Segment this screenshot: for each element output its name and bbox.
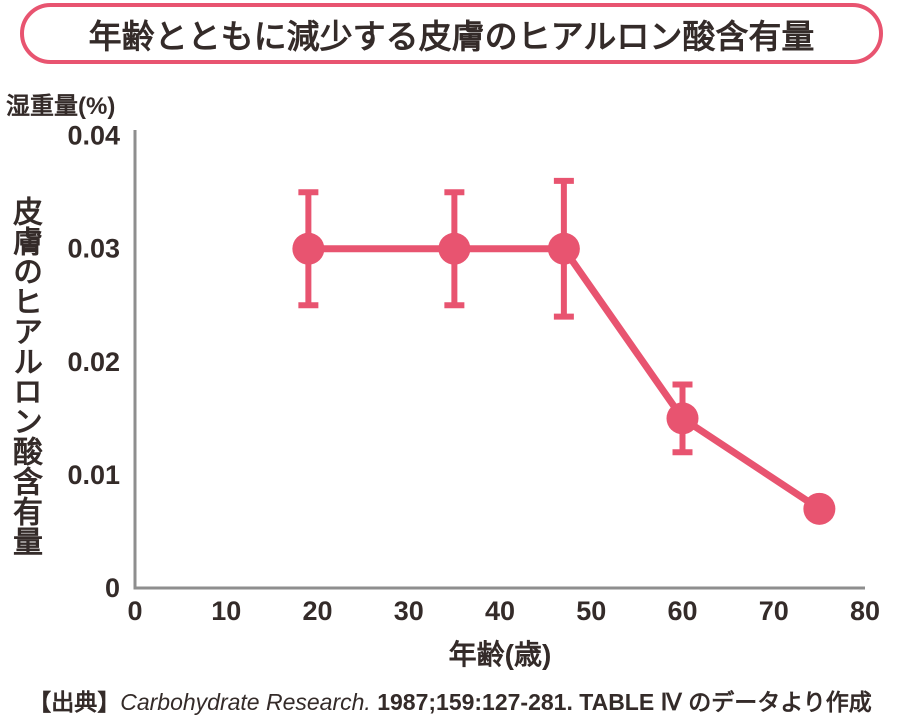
data-point bbox=[438, 232, 471, 265]
x-tick-label: 0 bbox=[127, 596, 142, 626]
data-point bbox=[803, 492, 836, 525]
x-tick-label: 10 bbox=[211, 596, 241, 626]
y-tick-label: 0.02 bbox=[67, 347, 120, 377]
chart-title-banner: 年齢とともに減少する皮膚のヒアルロン酸含有量 bbox=[20, 3, 883, 64]
x-tick-label: 60 bbox=[667, 596, 697, 626]
x-tick-label: 70 bbox=[759, 596, 789, 626]
chart-title: 年齢とともに減少する皮膚のヒアルロン酸含有量 bbox=[88, 17, 815, 55]
x-tick-label: 30 bbox=[394, 596, 424, 626]
data-point bbox=[292, 232, 325, 265]
y-axis-title: 皮膚のヒアルロン酸含有量 bbox=[8, 196, 41, 556]
citation-journal: Carbohydrate Research. bbox=[120, 689, 371, 715]
y-tick-label: 0.01 bbox=[67, 460, 120, 490]
y-tick-label: 0 bbox=[105, 573, 120, 603]
plot-area bbox=[135, 130, 865, 588]
x-tick-label: 20 bbox=[302, 596, 332, 626]
y-axis-unit-label: 湿重量(%) bbox=[6, 93, 116, 120]
x-tick-label: 80 bbox=[850, 596, 880, 626]
citation-prefix: 【出典】 bbox=[28, 689, 121, 715]
x-tick-label: 50 bbox=[576, 596, 606, 626]
data-point bbox=[547, 232, 580, 265]
data-point bbox=[666, 402, 699, 435]
y-tick-label: 0.03 bbox=[67, 234, 120, 264]
x-tick-label: 40 bbox=[485, 596, 515, 626]
x-axis-title: 年齢(歳) bbox=[448, 639, 552, 670]
citation-reference: 1987;159:127-281. TABLE Ⅳ bbox=[370, 689, 689, 715]
y-tick-label: 0.04 bbox=[67, 121, 120, 151]
source-citation: 【出典】Carbohydrate Research. 1987;159:127-… bbox=[0, 683, 900, 717]
citation-suffix: のデータより作成 bbox=[688, 689, 872, 715]
